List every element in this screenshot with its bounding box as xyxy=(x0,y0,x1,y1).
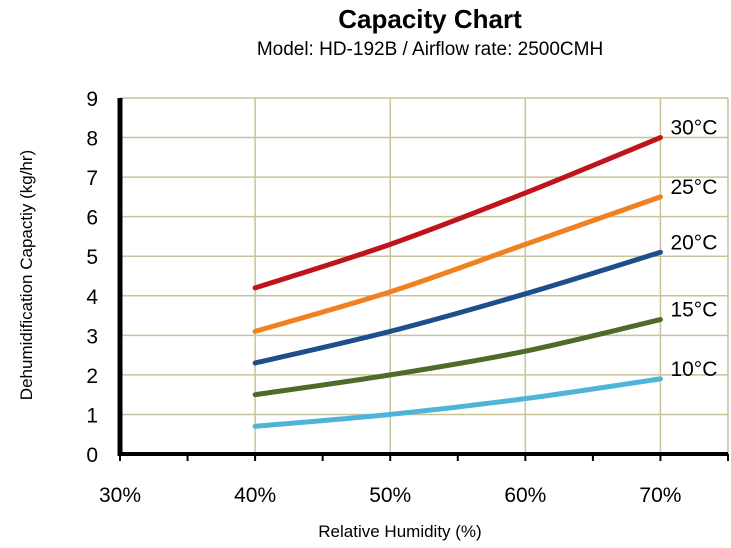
y-tick-label: 0 xyxy=(86,444,98,467)
x-tick-label: 70% xyxy=(639,484,681,507)
y-tick-label: 6 xyxy=(86,207,98,230)
x-tick-label: 60% xyxy=(504,484,546,507)
y-tick-label: 9 xyxy=(86,88,98,111)
series-line-1 xyxy=(252,194,663,334)
x-tick-label: 30% xyxy=(99,484,141,507)
series-label-3: 15°C xyxy=(670,299,717,322)
chart-title: Capacity Chart xyxy=(338,4,522,34)
x-axis-label: Relative Humidity (%) xyxy=(318,522,481,541)
series-label-1: 25°C xyxy=(670,176,717,199)
y-tick-label: 8 xyxy=(86,128,98,151)
series-line-4 xyxy=(252,376,663,429)
series-label-0: 30°C xyxy=(670,117,717,140)
y-tick-label: 7 xyxy=(86,167,98,190)
y-tick-label: 5 xyxy=(86,246,98,269)
y-tick-label: 1 xyxy=(86,404,98,427)
x-tick-label: 50% xyxy=(369,484,411,507)
chart-subtitle: Model: HD-192B / Airflow rate: 2500CMH xyxy=(257,39,603,60)
y-axis-label: Dehumidification Capactiy (kg/hr) xyxy=(17,150,36,400)
plot-area: 0 1 2 3 4 5 6 7 8 9 30% 40% 50% 60% 70% 30°C 25°C 20°C 15°… xyxy=(86,88,729,507)
x-tick-label: 40% xyxy=(234,484,276,507)
series-label-2: 20°C xyxy=(670,231,717,254)
y-tick-label: 2 xyxy=(86,365,98,388)
series-label-4: 10°C xyxy=(670,358,717,381)
series-line-3 xyxy=(252,317,663,398)
series-line-0 xyxy=(252,135,663,291)
y-tick-label: 3 xyxy=(86,325,98,348)
y-tick-label: 4 xyxy=(86,286,98,309)
series-line-2 xyxy=(252,249,663,366)
